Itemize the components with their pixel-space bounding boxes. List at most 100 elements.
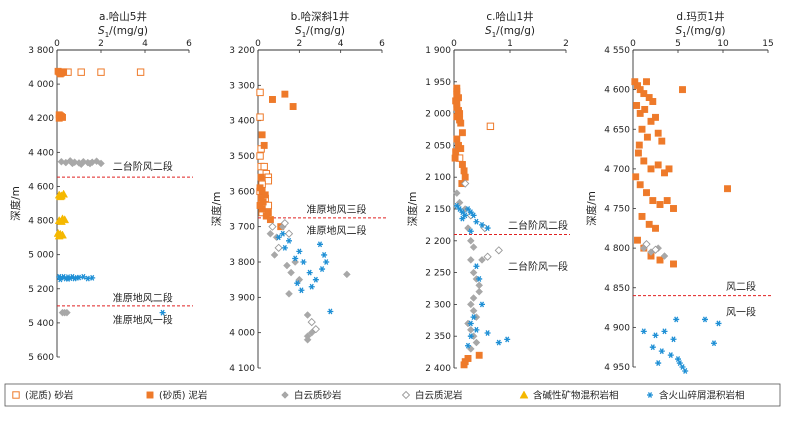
annotation-label: 二台阶风二段	[508, 219, 568, 232]
point-mudstone_filled	[260, 141, 268, 149]
y-tick-label: 2 200	[425, 237, 451, 247]
point-dolo_sand	[285, 289, 293, 298]
point-dolo_sand	[466, 236, 475, 245]
point-volcanic	[667, 352, 674, 359]
point-dolo_mud	[268, 222, 277, 231]
point-volcanic	[470, 314, 477, 321]
y-tick-label: 4 650	[604, 125, 630, 135]
point-mudstone_filled	[645, 220, 653, 228]
legend-label: 白云质泥岩	[415, 390, 463, 402]
annotation-label: 准原地风三段	[307, 203, 367, 216]
point-dolo_sand	[266, 229, 275, 238]
y-axis-label: 深度/m	[585, 191, 598, 226]
point-mudstone_filled	[636, 86, 644, 94]
point-sandstone_open	[260, 162, 268, 171]
point-mudstone_filled	[634, 236, 641, 244]
point-mudstone_filled	[663, 197, 671, 205]
legend-marker	[647, 392, 653, 398]
point-mudstone_filled	[636, 109, 644, 117]
point-mudstone_filled	[638, 125, 646, 133]
point-volcanic	[459, 215, 466, 222]
y-tick-label: 1 950	[425, 78, 451, 88]
point-volcanic	[476, 276, 483, 282]
point-dolo_mud	[307, 317, 316, 327]
panel-3: c.哈山1井 S1/(mg/g) 0 1 2 1 900 1 950 2 000 2 050 2 …	[406, 10, 570, 374]
point-dolo_mud	[651, 245, 660, 254]
point-dolo_sand	[466, 256, 475, 264]
point-volcanic	[80, 273, 87, 280]
y-tick-label: 4 750	[604, 205, 630, 215]
point-dolo_sand	[303, 335, 312, 344]
point-mudstone_filled	[643, 133, 651, 141]
point-dolo_mud	[274, 243, 283, 253]
point-volcanic	[467, 320, 474, 327]
point-volcanic	[300, 259, 307, 265]
point-volcanic	[702, 316, 708, 323]
x-axis-label: S1/(mg/g)	[676, 25, 726, 39]
y-tick-label: 3 200	[229, 46, 255, 56]
point-volcanic	[84, 275, 91, 282]
point-volcanic	[711, 340, 717, 347]
y-tick-label: 3 800	[28, 46, 54, 56]
y-tick-label: 3 600	[229, 187, 255, 197]
point-dolo_sand	[452, 189, 461, 197]
y-tick-label: 5 000	[28, 251, 54, 261]
x-tick-label: 5	[675, 39, 681, 49]
point-mudstone_filled	[724, 185, 731, 193]
point-volcanic	[504, 336, 511, 343]
point-volcanic	[479, 221, 485, 228]
x-tick-label: 10	[717, 39, 729, 49]
point-mudstone_filled	[55, 114, 63, 122]
point-mudstone_filled	[281, 90, 289, 98]
point-volcanic	[652, 332, 659, 339]
y-tick-label: 5 600	[28, 353, 54, 363]
y-tick-label: 2 100	[425, 173, 451, 183]
point-volcanic	[473, 326, 480, 333]
point-volcanic	[281, 244, 288, 251]
point-volcanic	[317, 241, 323, 248]
y-tick-label: 2 250	[425, 269, 451, 279]
legend-marker	[401, 390, 411, 400]
panel-4: d.玛页1井 S1/(mg/g) 0 5 10 15 4 550 4 600 4 650 4 70…	[585, 10, 774, 374]
point-mixed_alk	[56, 216, 66, 225]
panel-1: a.哈山5井 S1/(mg/g) 0 2 4 6 3 800 4 000 4 200 4 400 4…	[9, 10, 193, 363]
y-tick-label: 1 900	[425, 46, 451, 56]
point-volcanic	[89, 274, 96, 281]
x-tick-label: 0	[255, 39, 261, 49]
point-mudstone_filled	[643, 189, 650, 197]
y-tick-label: 3 900	[229, 293, 255, 303]
y-tick-label: 4 550	[604, 46, 630, 56]
point-volcanic	[640, 328, 647, 335]
y-tick-label: 4 600	[604, 86, 630, 96]
point-volcanic	[658, 348, 665, 355]
point-mudstone_filled	[645, 94, 653, 101]
x-tick-label: 6	[379, 39, 385, 49]
point-mudstone_filled	[451, 154, 459, 162]
point-dolo_sand	[287, 268, 295, 277]
y-tick-label: 2 000	[425, 110, 451, 120]
y-tick-label: 4 900	[604, 323, 630, 333]
annotation-label: 二台阶风一段	[508, 260, 568, 273]
point-volcanic	[323, 259, 330, 265]
point-dolo_sand	[469, 243, 478, 252]
x-tick-label: 15	[762, 39, 773, 49]
point-mudstone_filled	[458, 129, 466, 137]
point-mudstone_filled	[452, 148, 460, 156]
y-tick-label: 4 950	[604, 363, 630, 373]
point-volcanic	[456, 206, 463, 212]
point-sandstone_open	[256, 113, 264, 121]
point-volcanic	[279, 230, 286, 237]
point-volcanic	[715, 320, 722, 327]
y-tick-label: 2 150	[425, 205, 451, 215]
point-mudstone_filled	[652, 113, 659, 121]
point-volcanic	[467, 209, 474, 216]
y-tick-label: 2 300	[425, 300, 451, 310]
x-axis-label: S1/(mg/g)	[295, 25, 345, 39]
point-mudstone_filled	[633, 102, 641, 109]
point-mudstone_filled	[458, 161, 466, 168]
point-dolo_sand	[343, 270, 351, 279]
point-mudstone_filled	[649, 197, 657, 205]
x-axis-label: S1/(mg/g)	[485, 25, 535, 39]
point-mudstone_filled	[661, 169, 668, 177]
y-tick-label: 3 500	[229, 152, 255, 162]
